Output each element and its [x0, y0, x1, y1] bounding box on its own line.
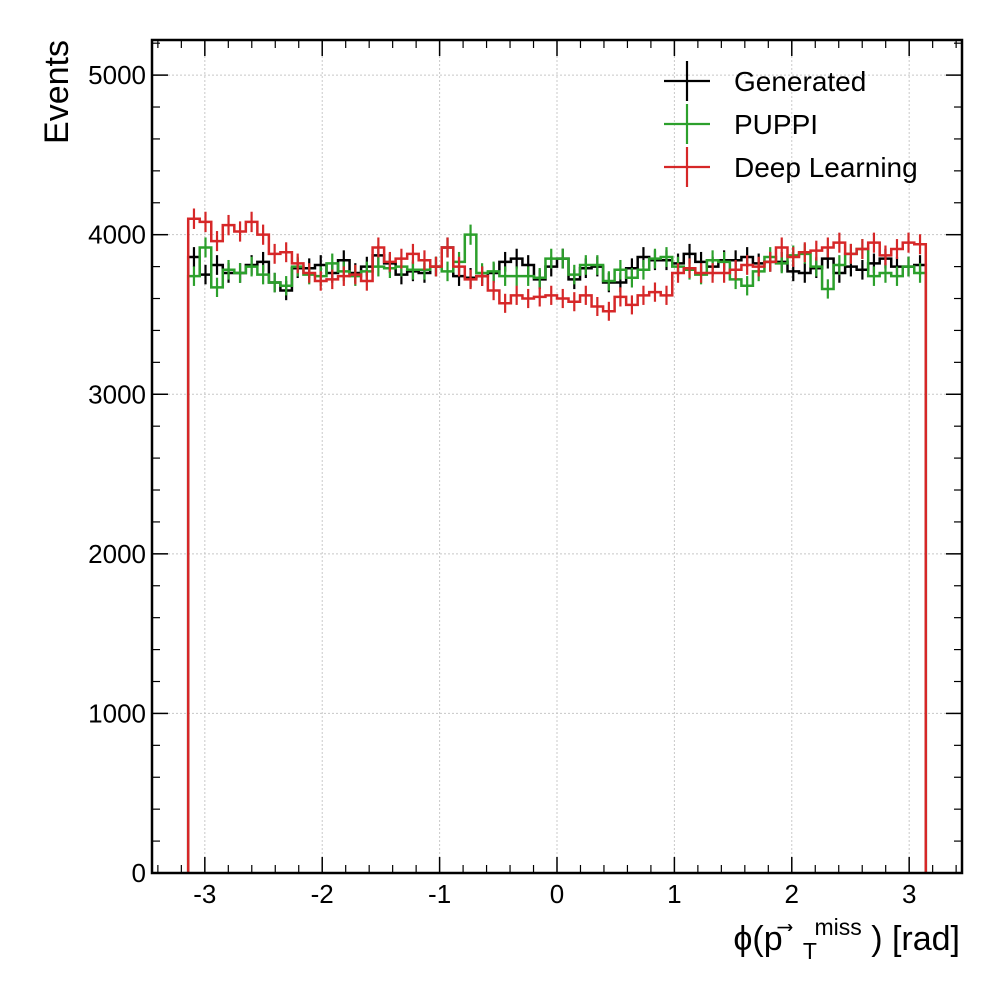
- x-axis-title-sub: T: [803, 938, 817, 964]
- x-tick-label-5: 2: [785, 879, 799, 909]
- x-tick-label-4: 1: [667, 879, 681, 909]
- x-tick-label-2: -1: [428, 879, 451, 909]
- y-tick-label-5: 5000: [88, 60, 146, 90]
- x-axis-title-sup: miss: [814, 914, 861, 940]
- series-2: [186, 208, 928, 873]
- x-tick-label-3: 0: [550, 879, 564, 909]
- legend-label-0: Generated: [734, 66, 866, 97]
- x-axis-title-main: ϕ(p: [733, 920, 782, 958]
- grid: [152, 40, 962, 873]
- legend-label-1: PUPPI: [734, 109, 818, 140]
- x-tick-label-0: -3: [193, 879, 216, 909]
- axes: [150, 38, 964, 875]
- x-axis-title-tail: ) [rad]: [871, 920, 960, 958]
- x-axis-title: ϕ(p ⃗ T miss ) [rad]: [733, 905, 960, 967]
- legend-entry-1: PUPPI: [664, 104, 818, 144]
- x-tick-label-1: -2: [311, 879, 334, 909]
- legend-entry-0: Generated: [664, 61, 866, 101]
- series-layer: [186, 208, 928, 873]
- y-tick-label-2: 2000: [88, 539, 146, 569]
- tick-labels: -3 -2 -1 0 1 2 3 0 1000 2000 3000 4000 5000: [88, 60, 916, 909]
- y-tick-label-0: 0: [132, 858, 146, 888]
- y-axis-title: Events: [38, 40, 76, 144]
- legend-label-2: Deep Learning: [734, 152, 918, 183]
- legend: Generated PUPPI Deep Learning: [664, 61, 918, 187]
- y-tick-label-3: 3000: [88, 379, 146, 409]
- x-tick-label-6: 3: [902, 879, 916, 909]
- y-tick-label-4: 4000: [88, 220, 146, 250]
- y-tick-label-1: 1000: [88, 698, 146, 728]
- legend-entry-2: Deep Learning: [664, 147, 918, 187]
